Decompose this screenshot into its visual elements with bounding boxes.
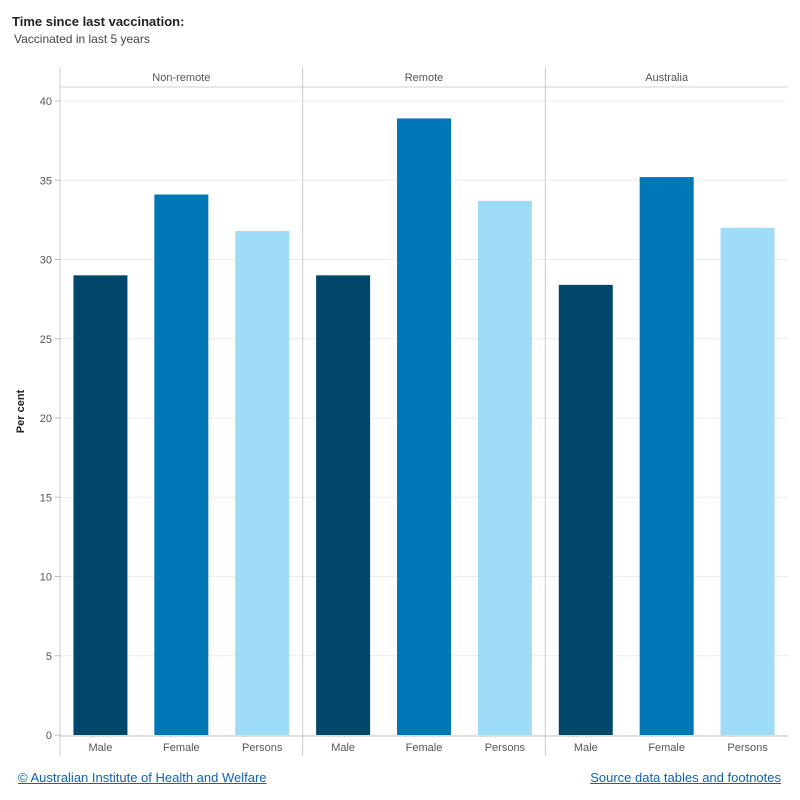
bar-non-remote-persons	[235, 230, 290, 735]
bar-non-remote-male	[73, 275, 128, 735]
y-axis-label: Per cent	[15, 389, 27, 433]
x-tick-label: Male	[574, 742, 598, 754]
y-tick-label: 0	[46, 730, 52, 742]
x-tick-label: Female	[406, 742, 443, 754]
y-tick-label: 5	[46, 651, 52, 663]
chart-subtitle: Vaccinated in last 5 years	[14, 32, 150, 46]
x-tick-label: Persons	[727, 742, 768, 754]
x-tick-label: Male	[331, 742, 355, 754]
copyright-link[interactable]: © Australian Institute of Health and Wel…	[18, 770, 267, 785]
y-tick-label: 10	[40, 572, 52, 584]
y-tick-label: 25	[40, 334, 52, 346]
bar-australia-female	[639, 177, 694, 735]
panel-header-remote: Remote	[405, 72, 444, 84]
bar-remote-female	[397, 118, 451, 735]
y-tick-label: 40	[40, 96, 52, 108]
bar-remote-male	[316, 275, 371, 735]
bar-remote-persons	[477, 200, 532, 736]
source-data-link[interactable]: Source data tables and footnotes	[590, 770, 781, 785]
chart-title: Time since last vaccination:	[12, 14, 185, 29]
x-tick-label: Persons	[485, 742, 526, 754]
panel-header-non-remote: Non-remote	[152, 72, 210, 84]
x-tick-label: Female	[163, 742, 200, 754]
y-tick-label: 20	[40, 413, 52, 425]
y-tick-label: 15	[40, 492, 52, 504]
bar-australia-male	[558, 284, 613, 735]
y-tick-label: 35	[40, 175, 52, 187]
bar-non-remote-female	[154, 194, 209, 735]
x-tick-label: Persons	[242, 742, 283, 754]
x-tick-label: Female	[648, 742, 685, 754]
bar-australia-persons	[720, 227, 775, 736]
panel-header-australia: Australia	[645, 72, 689, 84]
x-tick-label: Male	[89, 742, 113, 754]
y-tick-label: 30	[40, 255, 52, 267]
